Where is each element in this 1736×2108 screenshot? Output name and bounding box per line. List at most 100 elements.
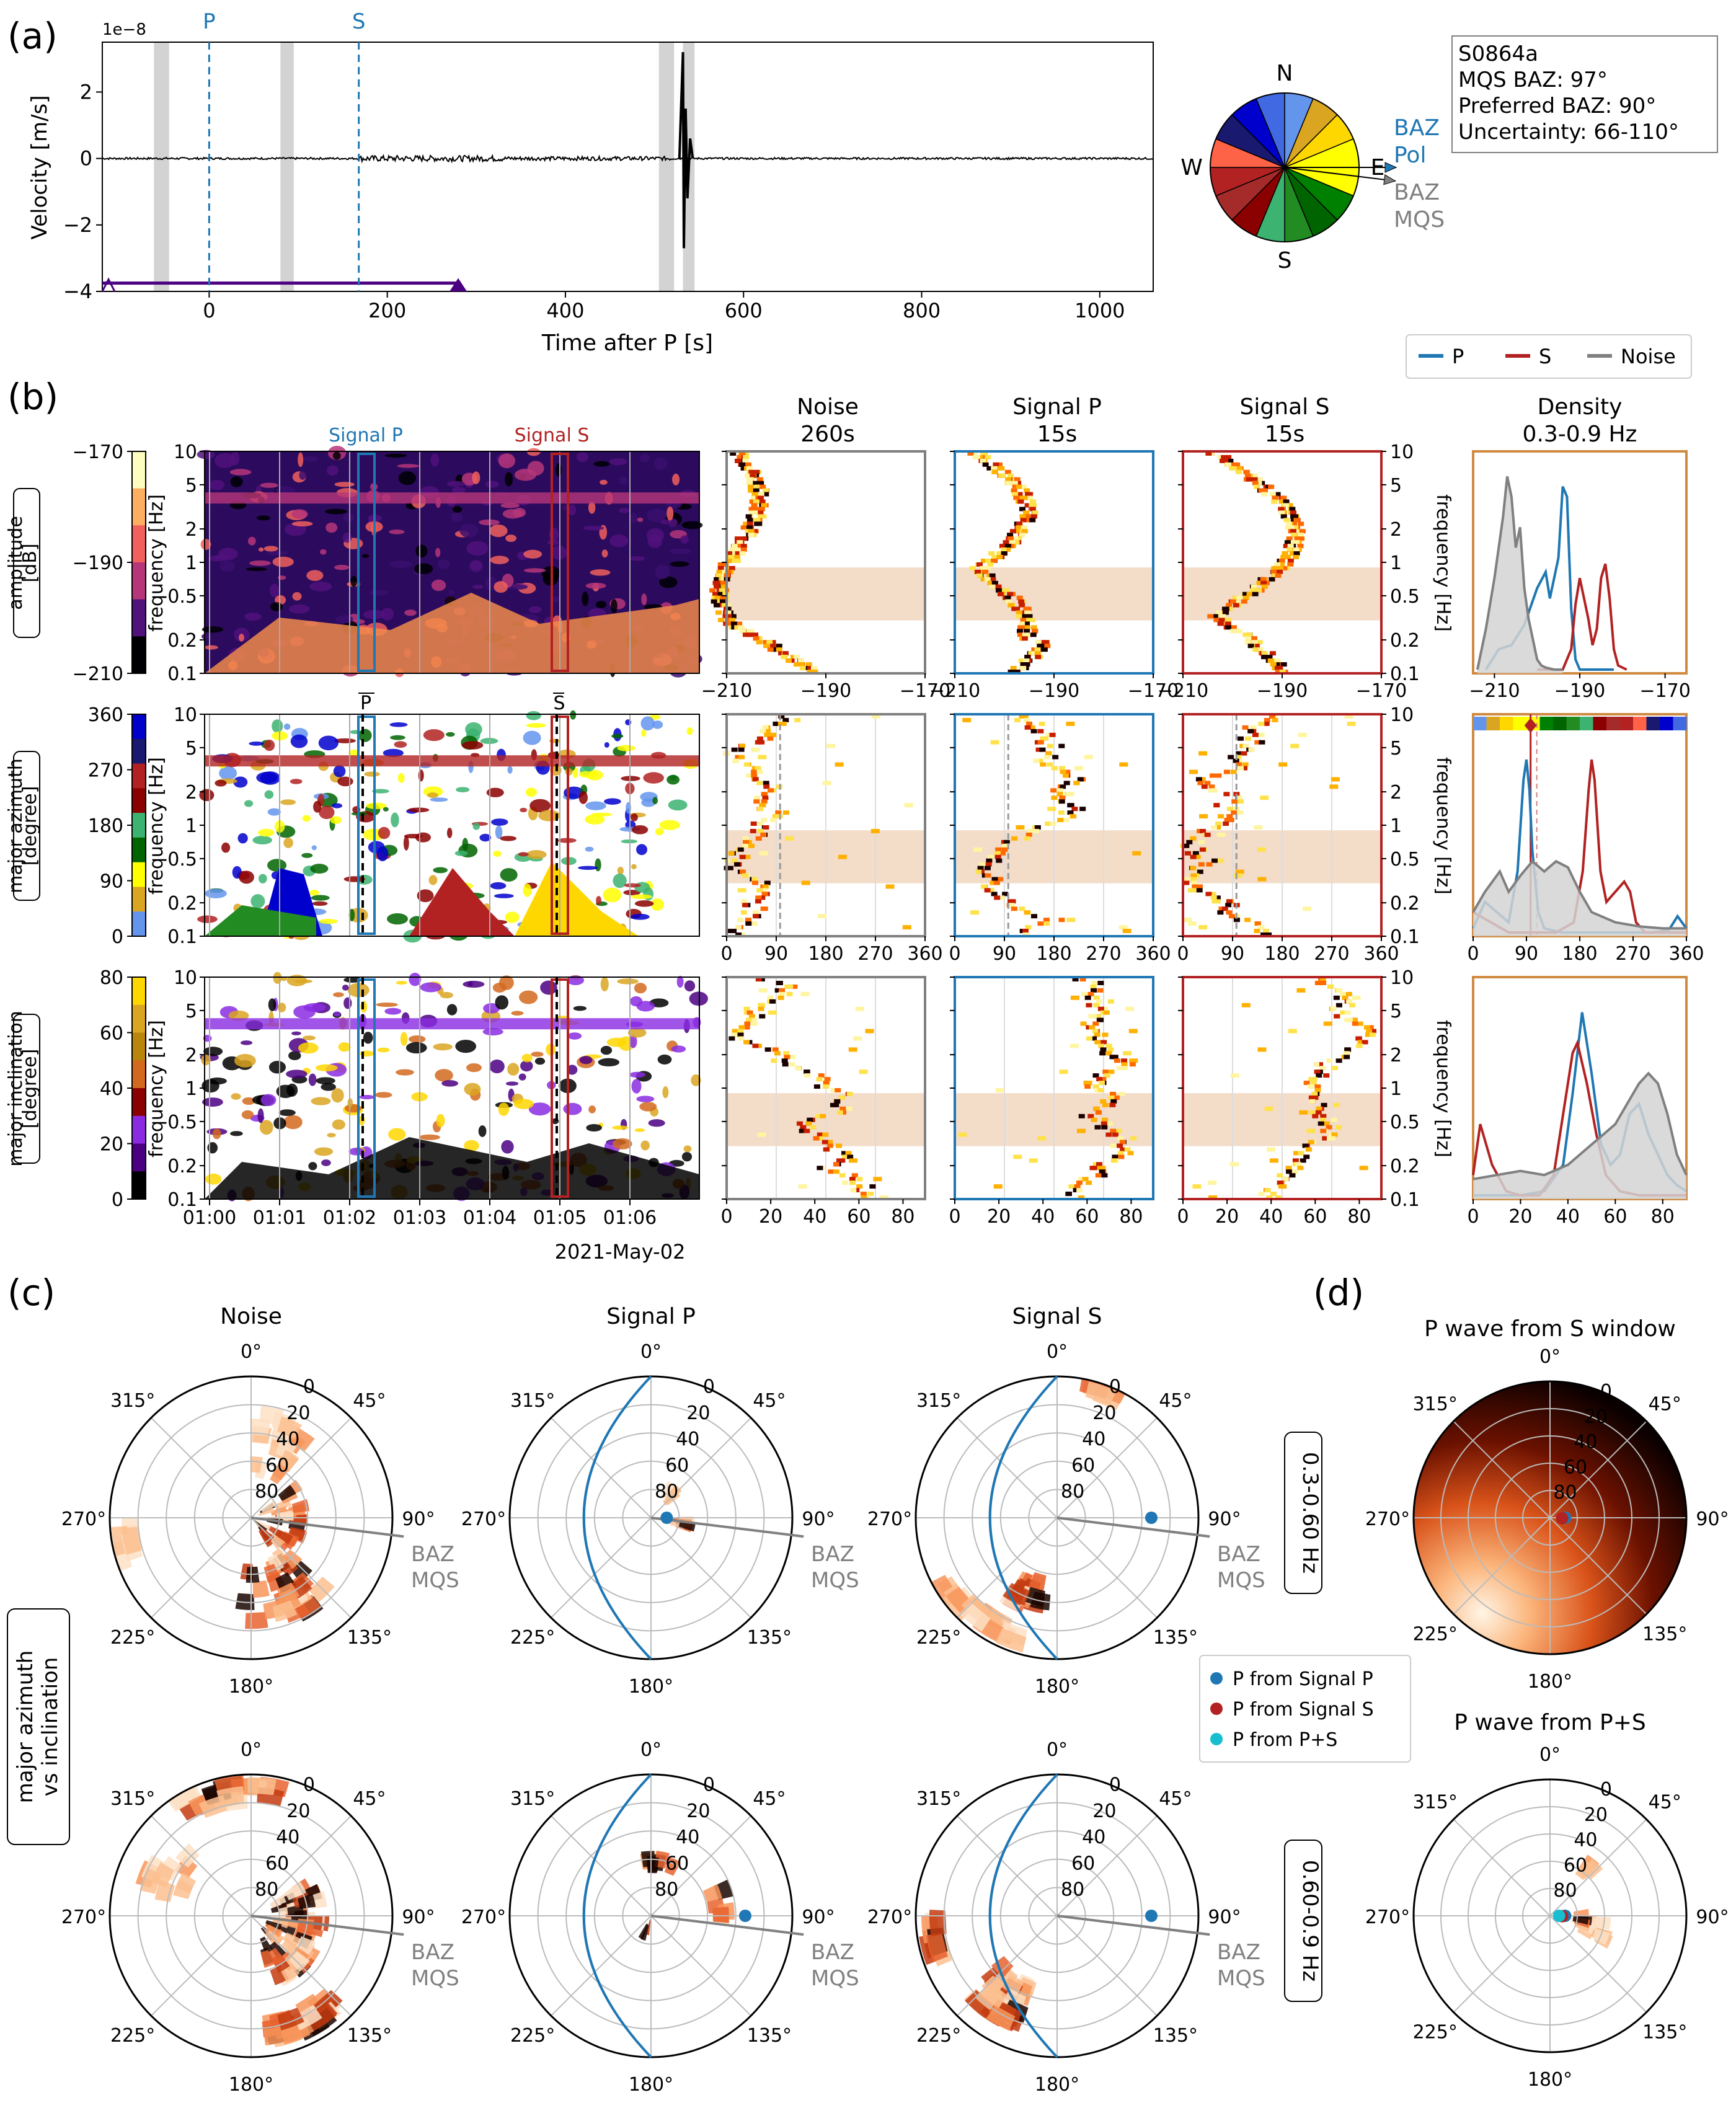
hist-cell xyxy=(860,1192,867,1197)
hist-cell xyxy=(1095,1173,1102,1178)
polar-spoke xyxy=(650,1815,751,1916)
spectrogram-texture xyxy=(230,1131,243,1136)
spectrogram-texture xyxy=(332,1119,345,1130)
hist-cell xyxy=(732,559,738,563)
polar-angle-label: 225° xyxy=(916,2025,961,2047)
hist-cell xyxy=(1299,1110,1308,1115)
hist-cell xyxy=(1025,618,1032,622)
hist-cell xyxy=(1256,477,1263,482)
hist-cell xyxy=(1187,888,1197,893)
hist-cell xyxy=(1093,995,1100,1000)
polar-radial-label: 40 xyxy=(1574,1432,1597,1453)
spectrogram-texture xyxy=(303,1003,326,1012)
spectrogram-texture xyxy=(629,1071,645,1078)
hist-cell xyxy=(1274,666,1281,671)
spectrogram-texture xyxy=(267,808,281,816)
hist-cell xyxy=(757,495,764,500)
hist-cell xyxy=(725,551,732,556)
hist-cell xyxy=(1244,473,1251,478)
hist-cell xyxy=(865,1029,874,1034)
hist-cell xyxy=(739,743,746,748)
hist-cell xyxy=(789,1055,796,1060)
hist-cell xyxy=(839,1110,846,1115)
hist-cell xyxy=(1007,533,1014,538)
spectrogram-texture xyxy=(381,608,394,621)
hist-cell xyxy=(1103,1010,1110,1015)
hist-cell xyxy=(731,747,738,752)
cbar-seg xyxy=(132,738,146,764)
hist-cell xyxy=(730,451,737,456)
panel-label-c: (c) xyxy=(7,1272,55,1314)
hist-cell xyxy=(746,629,753,634)
hist-cell xyxy=(1226,606,1233,611)
hist-cell xyxy=(727,866,733,870)
row-label-low: 0.3-0.60 Hz xyxy=(1284,1432,1322,1594)
polar-angle-label: 0° xyxy=(640,1341,662,1363)
hist-cell xyxy=(1258,488,1265,493)
spectrogram-texture xyxy=(451,487,466,494)
hist-cell xyxy=(1097,980,1104,985)
spectrogram-texture xyxy=(270,583,280,598)
hist-cell xyxy=(1003,540,1009,545)
baz-mqs-line xyxy=(1056,1915,1210,1936)
hist-cell xyxy=(1261,651,1268,656)
hist-cell xyxy=(1096,1077,1103,1082)
hist-cell xyxy=(980,559,987,563)
hist-cell xyxy=(1129,1062,1136,1067)
spectrogram-texture xyxy=(321,1083,336,1091)
hist-cell xyxy=(1102,1070,1109,1074)
polar-cell xyxy=(170,1785,202,1810)
hist-cell xyxy=(991,466,998,471)
density-xtick-label: 270 xyxy=(1615,943,1650,965)
hist-cell xyxy=(861,1195,867,1200)
spectrogram-texture xyxy=(630,913,650,920)
spectrogram-texture xyxy=(452,506,463,513)
hist-cell xyxy=(1107,1047,1114,1052)
hist-cell xyxy=(1184,877,1190,882)
hist-cell xyxy=(1040,762,1047,767)
polar-radial-label: 80 xyxy=(1553,1880,1577,1902)
hist-cell xyxy=(1252,480,1259,485)
p-from-p-plus-s-dot xyxy=(1552,1910,1566,1922)
hist-cell xyxy=(1216,832,1226,837)
hist-cell xyxy=(746,466,753,471)
polar-angle-label: 180° xyxy=(1528,1671,1572,1693)
hist-cell xyxy=(769,640,776,645)
hist-cell xyxy=(1037,921,1044,926)
spectrogram-texture xyxy=(528,1102,551,1116)
baz-uncertainty: Uncertainty: 66-110° xyxy=(1458,120,1679,144)
hist-cell xyxy=(728,547,735,552)
hist-cell xyxy=(720,580,727,585)
hist-cell xyxy=(725,569,732,574)
polar-cell xyxy=(267,1928,285,1944)
spectrogram-texture xyxy=(219,766,237,781)
hist-cell xyxy=(1110,1158,1117,1163)
polar-spoke xyxy=(1549,1818,1647,1916)
spectrogram-texture xyxy=(556,463,562,477)
hist-cell xyxy=(1004,469,1011,474)
polar-radial-label: 20 xyxy=(286,1402,310,1424)
hist-cell xyxy=(1269,1158,1278,1163)
hist-cell xyxy=(1015,480,1022,485)
hist-cell xyxy=(885,884,895,889)
glitch xyxy=(678,52,694,249)
polar-spoke xyxy=(250,1417,352,1518)
spectrogram-texture xyxy=(527,448,541,456)
hist-cell xyxy=(1225,625,1232,630)
spectrogram-texture xyxy=(567,1065,578,1075)
hist-cell xyxy=(1249,588,1256,593)
hist-cell xyxy=(759,895,766,900)
hist-cell xyxy=(1122,929,1132,934)
cbar-seg xyxy=(132,525,146,563)
hist-cell xyxy=(1042,736,1049,741)
hist-cell xyxy=(1298,1151,1304,1156)
hist-cell xyxy=(994,895,1001,900)
hist-cell xyxy=(1235,755,1242,760)
spectral-line-4hz xyxy=(205,1018,699,1030)
spectrogram-texture xyxy=(631,1079,642,1094)
hist-cell xyxy=(1067,810,1074,815)
spectrogram-texture xyxy=(319,919,338,924)
hist-cell xyxy=(1021,636,1028,641)
spectrogram-texture xyxy=(268,1060,286,1074)
